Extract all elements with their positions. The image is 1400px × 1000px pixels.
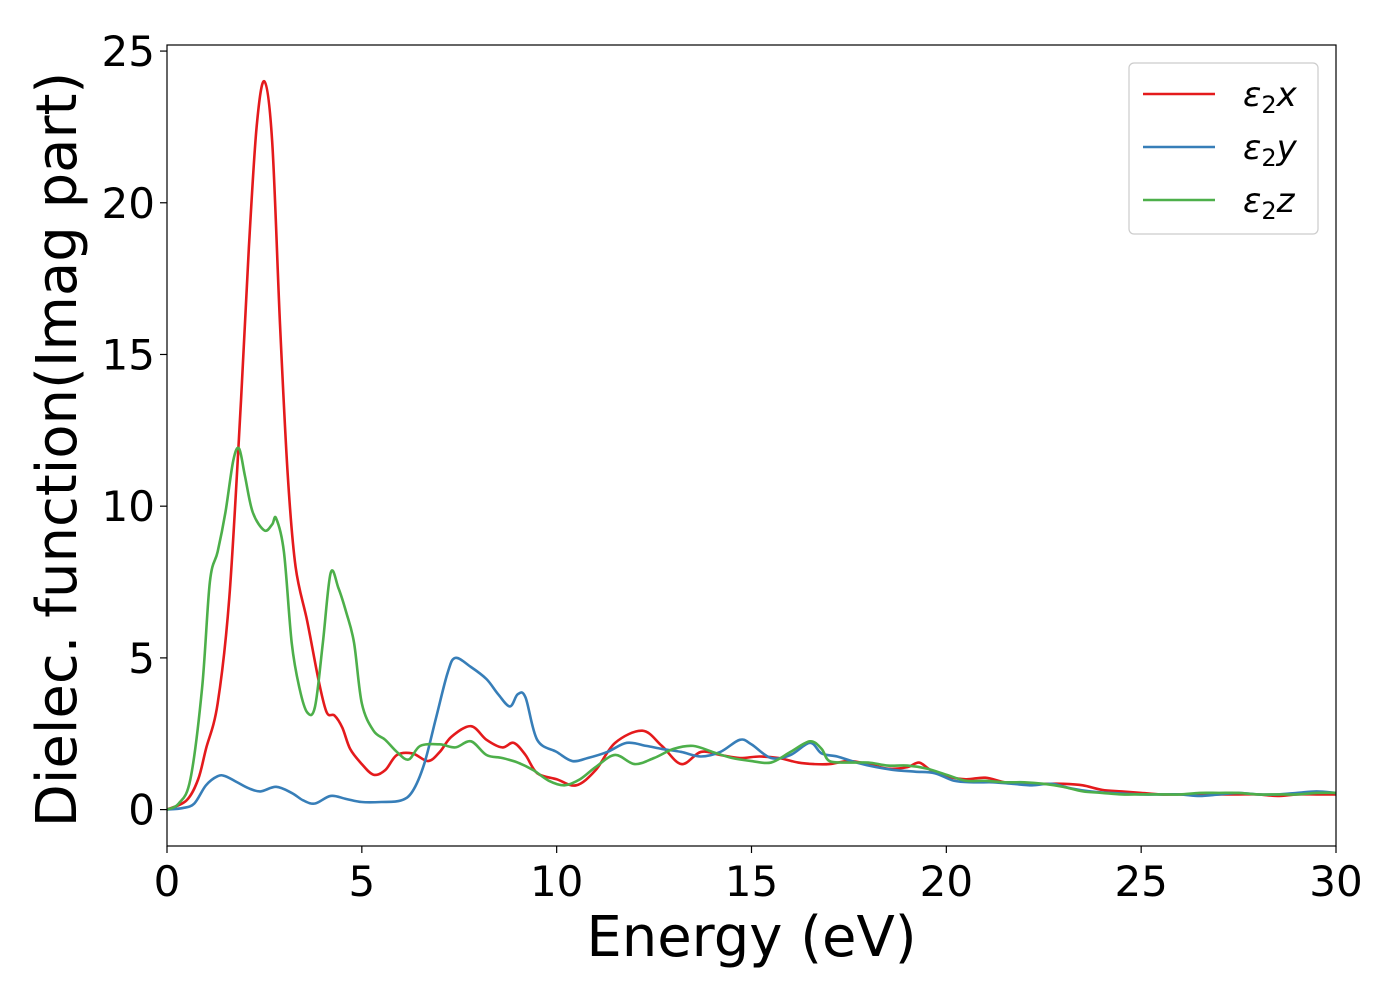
y-tick-label: 5 bbox=[128, 634, 155, 683]
series-line-y bbox=[166, 656, 1337, 811]
legend-box bbox=[1128, 62, 1319, 235]
x-tick-label: 5 bbox=[348, 857, 375, 906]
x-tick-label: 25 bbox=[1114, 857, 1167, 906]
legend-label-z: ε2z bbox=[1243, 181, 1296, 225]
x-tick-label: 30 bbox=[1309, 857, 1362, 906]
legend: ε2x ε2y ε2z bbox=[1128, 62, 1319, 235]
legend-label-y: ε2y bbox=[1243, 128, 1298, 172]
x-tick-label: 20 bbox=[920, 857, 973, 906]
y-tick-label: 25 bbox=[102, 27, 155, 76]
y-tick-label: 20 bbox=[102, 179, 155, 228]
y-tick-label: 15 bbox=[102, 330, 155, 379]
x-axis-title: Energy (eV) bbox=[586, 905, 916, 970]
y-axis-title: Dielec. function(Imag part) bbox=[25, 72, 90, 828]
x-tick-label: 10 bbox=[530, 857, 583, 906]
x-tick-label: 15 bbox=[725, 857, 778, 906]
legend-label-x: ε2x bbox=[1243, 75, 1298, 119]
series-line-z bbox=[166, 446, 1337, 811]
y-tick-label: 10 bbox=[102, 482, 155, 531]
y-tick-label: 0 bbox=[128, 786, 155, 835]
series-layer bbox=[166, 80, 1337, 811]
x-tick-label: 0 bbox=[154, 857, 181, 906]
ticks-layer: 0 5 10 15 20 25 30 0 5 10 15 20 25 bbox=[102, 27, 1363, 906]
series-line-x bbox=[166, 80, 1336, 811]
